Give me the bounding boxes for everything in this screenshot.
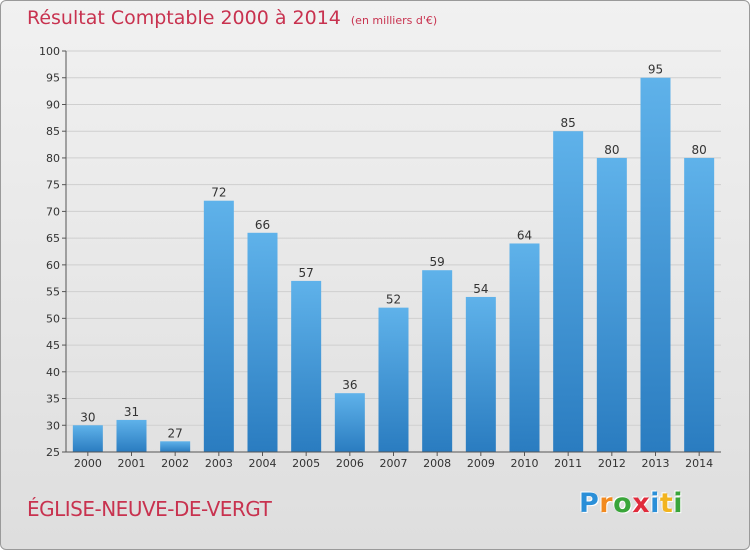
y-tick-label: 35 (46, 393, 60, 406)
bars (72, 77, 715, 452)
y-tick-label: 75 (46, 179, 60, 192)
x-tick-label: 2008 (423, 457, 451, 470)
proxiti-logo: Proxiti (579, 488, 683, 519)
data-label: 80 (692, 143, 707, 157)
logo-letter: r (599, 488, 614, 519)
y-tick-label: 65 (46, 232, 60, 245)
chart-subtitle: (en milliers d'€) (350, 14, 438, 27)
x-tick-label: 2010 (511, 457, 539, 470)
y-tick-label: 25 (46, 446, 60, 459)
y-tick-label: 85 (46, 125, 60, 138)
bar (203, 200, 234, 452)
bar (160, 441, 191, 452)
data-label: 31 (124, 405, 139, 419)
bar (553, 131, 584, 452)
y-tick-label: 45 (46, 339, 60, 352)
data-label: 52 (386, 293, 401, 307)
title-block: Résultat Comptable 2000 à 2014 (en millie… (27, 7, 437, 29)
bar (684, 157, 715, 452)
data-label: 59 (430, 255, 445, 269)
logo-letter: t (659, 488, 674, 519)
y-tick-label: 30 (46, 419, 60, 432)
y-tick-label: 50 (46, 312, 60, 325)
bar (640, 77, 671, 452)
bar (378, 307, 409, 452)
data-label: 64 (517, 228, 532, 242)
data-label: 36 (342, 378, 357, 392)
bar (116, 419, 147, 452)
x-tick-label: 2004 (249, 457, 277, 470)
bar (596, 157, 627, 452)
x-tick-label: 2013 (642, 457, 670, 470)
x-tick-label: 2012 (598, 457, 626, 470)
data-label: 95 (648, 63, 663, 77)
x-tick-label: 2002 (161, 457, 189, 470)
data-label: 85 (561, 116, 576, 130)
logo-letter: x (632, 488, 651, 519)
logo-letter: o (613, 488, 633, 519)
bar (465, 296, 496, 452)
data-label: 27 (168, 426, 183, 440)
data-label: 57 (299, 266, 314, 280)
x-tick-label: 2011 (554, 457, 582, 470)
x-tick-label: 2001 (118, 457, 146, 470)
y-tick-label: 60 (46, 259, 60, 272)
bar (509, 243, 540, 452)
y-tick-label: 40 (46, 366, 60, 379)
logo-letter: i (650, 488, 660, 519)
bar (72, 425, 103, 452)
y-tick-label: 100 (39, 45, 60, 58)
y-tick-label: 95 (46, 72, 60, 85)
y-tick-label: 90 (46, 98, 60, 111)
data-label: 66 (255, 218, 270, 232)
y-tick-label: 55 (46, 286, 60, 299)
axes (62, 50, 721, 456)
y-tick-label: 80 (46, 152, 60, 165)
x-tick-label: 2000 (74, 457, 102, 470)
bar (422, 270, 453, 452)
x-tick-label: 2005 (292, 457, 320, 470)
place-name: ÉGLISE-NEUVE-DE-VERGT (27, 497, 272, 521)
data-label: 80 (604, 143, 619, 157)
data-label: 72 (211, 186, 226, 200)
labels: 25 30 35 40 45 50 55 60 65 70 75 80 85 90 95 100 30 2000 3… (39, 45, 713, 470)
data-label: 54 (473, 282, 488, 296)
bar (247, 232, 278, 452)
chart-title: Résultat Comptable 2000 à 2014 (27, 7, 341, 29)
x-tick-label: 2007 (380, 457, 408, 470)
logo-letter: P (579, 488, 600, 519)
y-tick-label: 70 (46, 205, 60, 218)
x-tick-label: 2009 (467, 457, 495, 470)
x-tick-label: 2006 (336, 457, 364, 470)
x-tick-label: 2003 (205, 457, 233, 470)
x-tick-label: 2014 (685, 457, 713, 470)
bar (334, 393, 365, 452)
bar (291, 280, 322, 452)
data-label: 30 (80, 410, 95, 424)
logo-letter: i (673, 488, 684, 519)
